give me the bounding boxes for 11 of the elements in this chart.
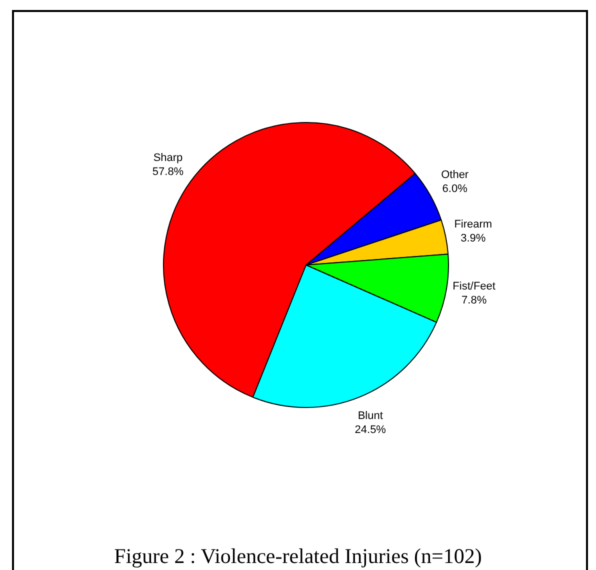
data-label: 6.0% bbox=[442, 182, 468, 195]
slice-label: Firearm bbox=[454, 218, 492, 230]
slice-label: Sharp bbox=[153, 152, 183, 164]
data-label: 24.5% bbox=[354, 424, 386, 436]
slice-label: Other bbox=[441, 168, 469, 181]
text: Figure 2 : Violence-related Injuries (n=102) bbox=[113, 544, 483, 569]
slice-label: Fist/Feet bbox=[452, 280, 496, 293]
slice-label: Blunt bbox=[358, 410, 383, 422]
data-label: 3.9% bbox=[460, 232, 486, 244]
data-label: 57.8% bbox=[152, 166, 184, 178]
data-label: 7.8% bbox=[462, 294, 487, 307]
